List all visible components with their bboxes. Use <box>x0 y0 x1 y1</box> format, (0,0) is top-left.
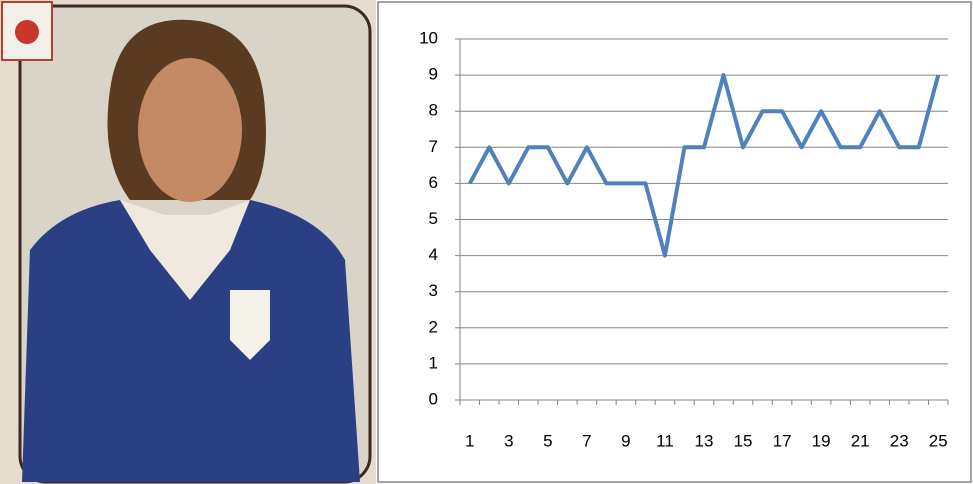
x-tick-label: 9 <box>621 431 630 450</box>
y-tick-label: 8 <box>429 101 438 120</box>
x-tick-label: 19 <box>812 431 831 450</box>
x-tick-label: 11 <box>656 431 674 450</box>
crest <box>230 290 270 360</box>
data-line <box>468 73 941 258</box>
y-tick-label: 9 <box>429 65 438 84</box>
y-tick-label: 4 <box>429 245 438 264</box>
x-tick-label: 7 <box>582 431 591 450</box>
x-tick-label: 13 <box>695 431 714 450</box>
chart-frame <box>377 1 972 483</box>
x-tick-label: 21 <box>851 431 870 450</box>
y-tick-label: 3 <box>429 281 438 300</box>
y-tick-label: 5 <box>429 209 438 228</box>
y-tick-label: 6 <box>429 173 438 192</box>
y-tick-label: 0 <box>429 389 438 408</box>
x-tick-label: 5 <box>543 431 552 450</box>
shirt <box>22 200 360 482</box>
x-tick-label: 15 <box>734 431 753 450</box>
x-tick-label: 17 <box>773 431 792 450</box>
photo <box>0 0 376 484</box>
y-tick-label: 2 <box>429 317 438 336</box>
club-badge <box>1 1 53 61</box>
badge-emblem <box>15 20 39 44</box>
y-tick-label: 10 <box>419 28 438 47</box>
face <box>138 58 242 202</box>
x-tick-label: 25 <box>929 431 948 450</box>
collar <box>120 200 250 300</box>
x-tick-label: 23 <box>890 431 909 450</box>
x-tick-label: 3 <box>504 431 513 450</box>
y-tick-label: 7 <box>429 137 438 156</box>
y-tick-label: 1 <box>429 353 438 372</box>
x-tick-label: 1 <box>465 431 474 450</box>
